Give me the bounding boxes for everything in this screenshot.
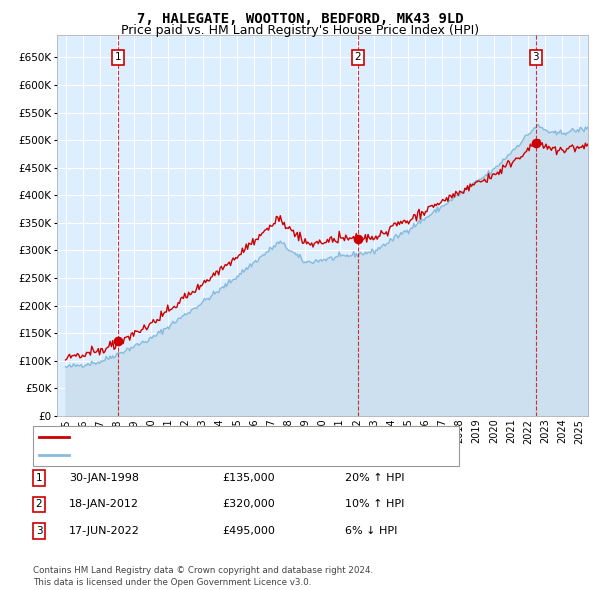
Text: 1: 1 bbox=[35, 473, 43, 483]
Text: 7, HALEGATE, WOOTTON, BEDFORD, MK43 9LD: 7, HALEGATE, WOOTTON, BEDFORD, MK43 9LD bbox=[137, 12, 463, 26]
Text: Price paid vs. HM Land Registry's House Price Index (HPI): Price paid vs. HM Land Registry's House … bbox=[121, 24, 479, 37]
Text: 3: 3 bbox=[35, 526, 43, 536]
Text: Contains HM Land Registry data © Crown copyright and database right 2024.
This d: Contains HM Land Registry data © Crown c… bbox=[33, 566, 373, 587]
Text: 1: 1 bbox=[115, 53, 122, 63]
Text: £495,000: £495,000 bbox=[222, 526, 275, 536]
Text: HPI: Average price, detached house, Bedford: HPI: Average price, detached house, Bedf… bbox=[74, 450, 308, 460]
Text: 7, HALEGATE, WOOTTON, BEDFORD, MK43 9LD (detached house): 7, HALEGATE, WOOTTON, BEDFORD, MK43 9LD … bbox=[74, 432, 415, 442]
Text: £135,000: £135,000 bbox=[222, 473, 275, 483]
Text: 17-JUN-2022: 17-JUN-2022 bbox=[69, 526, 140, 536]
Text: 30-JAN-1998: 30-JAN-1998 bbox=[69, 473, 139, 483]
Text: 6% ↓ HPI: 6% ↓ HPI bbox=[345, 526, 397, 536]
Text: 10% ↑ HPI: 10% ↑ HPI bbox=[345, 500, 404, 509]
Text: £320,000: £320,000 bbox=[222, 500, 275, 509]
Text: 18-JAN-2012: 18-JAN-2012 bbox=[69, 500, 139, 509]
Text: 2: 2 bbox=[355, 53, 361, 63]
Text: 20% ↑ HPI: 20% ↑ HPI bbox=[345, 473, 404, 483]
Text: 2: 2 bbox=[35, 500, 43, 509]
Text: 3: 3 bbox=[533, 53, 539, 63]
